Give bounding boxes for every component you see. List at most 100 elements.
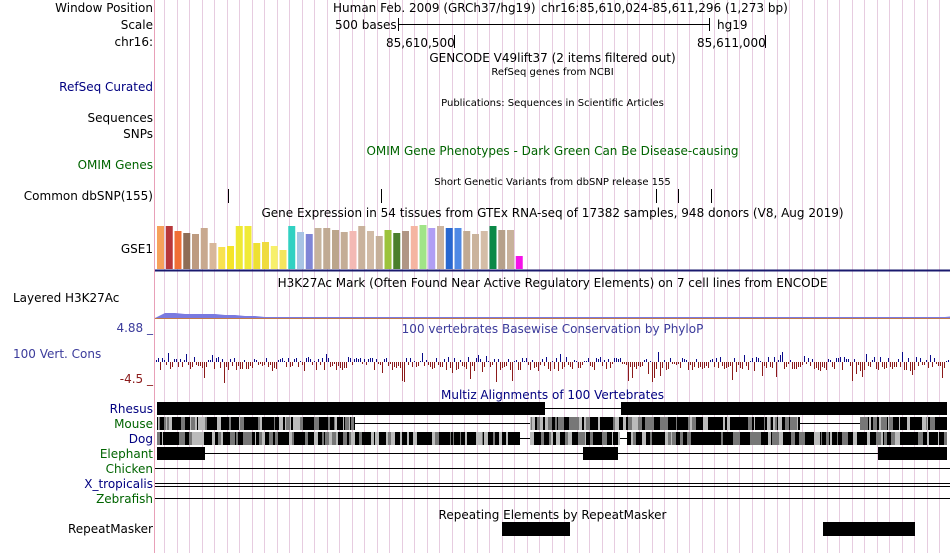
alignment-block: [343, 432, 347, 445]
alignment-block: [940, 432, 944, 445]
alignment-block: [768, 432, 771, 445]
alignment-block: [406, 432, 407, 445]
repeat-title[interactable]: Repeating Elements by RepeatMasker: [438, 508, 667, 522]
alignment-block: [677, 417, 680, 430]
gtex-tissue-bar: [384, 230, 392, 269]
alignment-block: [887, 417, 888, 430]
alignment-block: [798, 432, 799, 445]
h3k27ac-title[interactable]: H3K27Ac Mark (Often Found Near Active Re…: [277, 276, 828, 290]
alignment-block: [921, 417, 922, 430]
alignment-block: [880, 432, 881, 445]
assembly-title: Human Feb. 2009 (GRCh37/hg19): [333, 1, 536, 15]
alignment-block: [198, 417, 201, 430]
cons-title[interactable]: 100 vertebrates Basewise Conservation by…: [401, 322, 704, 336]
publications-title[interactable]: Publications: Sequences in Scientific Ar…: [441, 98, 664, 109]
snps-label[interactable]: SNPs: [123, 127, 153, 141]
alignment-block: [322, 432, 324, 445]
alignment-block: [664, 417, 668, 430]
alignment-block: [915, 417, 917, 430]
alignment-block: [765, 417, 767, 430]
alignment-block: [627, 432, 630, 445]
alignment-block: [195, 417, 197, 430]
alignment-block: [711, 432, 714, 445]
alignment-block: [463, 432, 465, 445]
coord-left: 85,610,500: [386, 36, 455, 50]
alignment-block: [871, 417, 873, 430]
alignment-block: [310, 432, 312, 445]
sequences-label[interactable]: Sequences: [87, 111, 153, 125]
alignment-block: [791, 432, 795, 445]
gtex-tissue-bar: [157, 226, 164, 269]
alignment-block: [252, 417, 253, 430]
alignment-block: [647, 417, 649, 430]
omim-genes-label[interactable]: OMIM Genes: [77, 158, 153, 172]
gtex-tissue-bar: [507, 230, 514, 269]
alignment-block: [884, 417, 887, 430]
h3k27ac-label[interactable]: Layered H3K27Ac: [13, 291, 120, 305]
species-label-rhesus[interactable]: Rhesus: [109, 402, 153, 416]
alignment-block: [448, 432, 450, 445]
alignment-block: [213, 417, 216, 430]
repeatmasker-label[interactable]: RepeatMasker: [67, 522, 153, 536]
alignment-block: [695, 417, 696, 430]
omim-title[interactable]: OMIM Gene Phenotypes - Dark Green Can Be…: [366, 144, 739, 158]
alignment-block: [721, 432, 723, 445]
species-label-mouse[interactable]: Mouse: [114, 417, 153, 431]
alignment-block: [350, 417, 351, 430]
alignment-block: [269, 432, 273, 445]
window-position-label: Window Position: [55, 1, 153, 15]
alignment-block: [335, 417, 337, 430]
alignment-block: [337, 417, 339, 430]
refseq-curated-label[interactable]: RefSeq Curated: [59, 80, 153, 94]
alignment-block: [790, 417, 793, 430]
gencode-title[interactable]: GENCODE V49lift37 (2 items filtered out): [429, 51, 676, 65]
species-label-dog[interactable]: Dog: [128, 432, 153, 446]
alignment-block: [565, 432, 568, 445]
alignment-block: [279, 432, 281, 445]
alignment-block: [281, 432, 282, 445]
alignment-block: [385, 432, 386, 445]
alignment-block: [342, 432, 343, 445]
alignment-block: [345, 417, 349, 430]
gtex-label[interactable]: GSE1: [120, 242, 153, 256]
gtex-tissue-bar: [463, 231, 471, 269]
alignment-block: [530, 417, 531, 430]
multiz-title[interactable]: Multiz Alignments of 100 Vertebrates: [440, 388, 665, 402]
alignment-block: [157, 432, 160, 445]
alignment-block: [324, 417, 327, 430]
alignment-block: [861, 432, 864, 445]
alignment-block: [544, 432, 546, 445]
species-label-elephant[interactable]: Elephant: [99, 447, 153, 461]
alignment-block: [937, 432, 938, 445]
cons-track-label[interactable]: 100 Vert. Cons: [13, 347, 102, 361]
alignment-block: [918, 432, 921, 445]
gtex-tissue-bar: [445, 228, 453, 269]
alignment-block: [707, 432, 711, 445]
alignment-block: [900, 432, 902, 445]
alignment-block: [652, 432, 653, 445]
alignment-block: [551, 432, 553, 445]
species-label-chicken[interactable]: Chicken: [105, 462, 153, 476]
alignment-block: [181, 432, 185, 445]
alignment-block: [298, 432, 301, 445]
alignment-block: [502, 432, 505, 445]
dbsnp-label[interactable]: Common dbSNP(155): [23, 189, 153, 203]
alignment-block: [166, 417, 167, 430]
alignment-block: [900, 417, 904, 430]
alignment-block: [303, 417, 305, 430]
alignment-block: [545, 417, 548, 430]
gtex-title[interactable]: Gene Expression in 54 tissues from GTEx …: [261, 206, 844, 220]
alignment-block: [344, 417, 345, 430]
species-label-xtropicalis[interactable]: X_tropicalis: [84, 477, 153, 491]
repeat-element: [823, 522, 915, 536]
alignment-block: [654, 417, 656, 430]
species-label-zebrafish[interactable]: Zebrafish: [96, 492, 153, 506]
alignment-block: [564, 417, 567, 430]
alignment-block: [594, 417, 598, 430]
alignment-block: [491, 432, 493, 445]
cons-min-label: -4.5 _: [119, 372, 153, 386]
alignment-block: [215, 432, 218, 445]
alignment-block: [750, 432, 753, 445]
alignment-block: [934, 417, 935, 430]
